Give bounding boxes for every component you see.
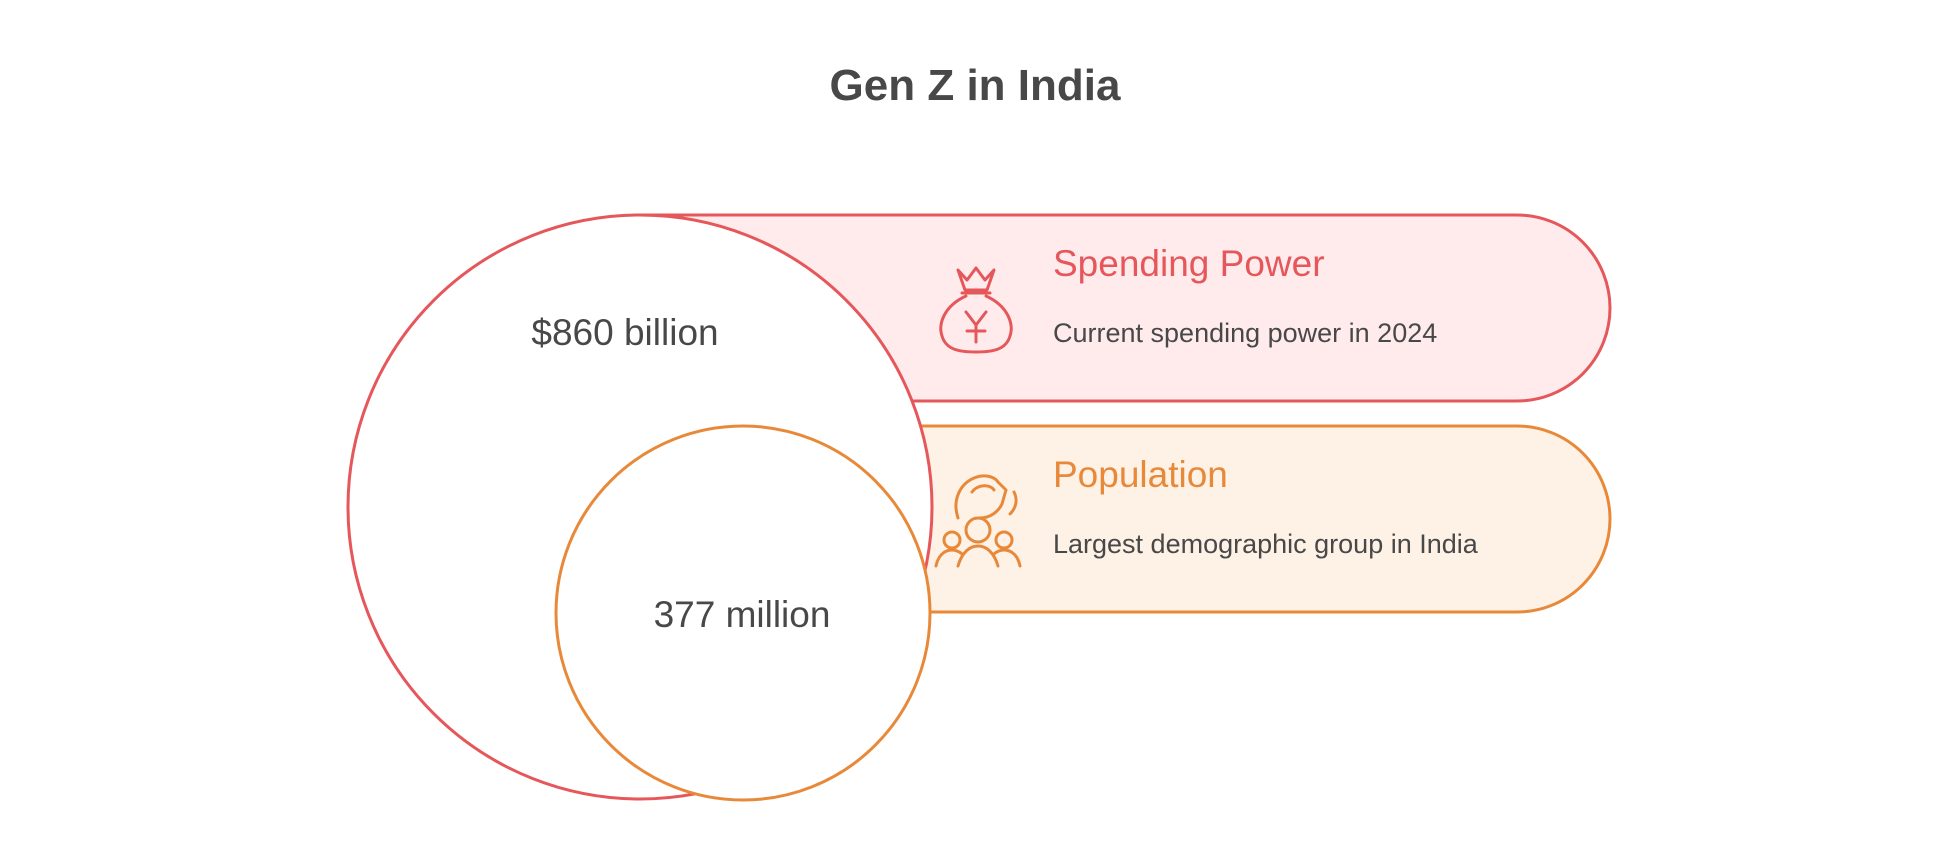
population-pill bbox=[743, 424, 1612, 614]
spending-value: $860 billion bbox=[531, 312, 718, 353]
spending-power-description: Current spending power in 2024 bbox=[1053, 318, 1437, 348]
population-value-circle bbox=[554, 424, 932, 802]
money-bag-yuan-icon bbox=[939, 266, 1013, 354]
population-value: 377 million bbox=[654, 594, 831, 635]
hand-over-people-icon bbox=[934, 474, 1022, 568]
population-heading: Population bbox=[1053, 454, 1228, 495]
diagram-title: Gen Z in India bbox=[830, 61, 1121, 110]
spending-power-heading: Spending Power bbox=[1053, 243, 1325, 284]
population-description: Largest demographic group in India bbox=[1053, 529, 1479, 559]
